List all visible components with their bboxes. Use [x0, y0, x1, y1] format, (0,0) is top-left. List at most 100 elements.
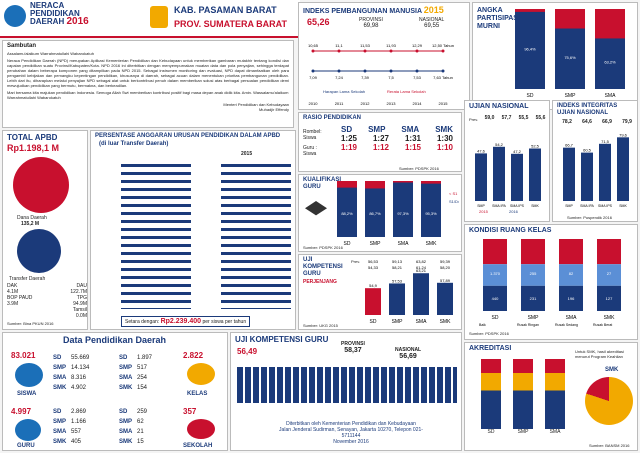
siswa-total: 83.021: [11, 351, 36, 360]
ukg-chart: 56,5354,3354,9SD59,1358,2157,53SMP63,826…: [365, 259, 453, 325]
siswa-row: SMK 4.902: [53, 383, 89, 393]
ipm-nas: NASIONAL 69,55: [419, 17, 445, 29]
iiun-bar: [599, 143, 611, 201]
sambutan-heading: Sambutan: [7, 43, 37, 49]
akreditasi-column: SMP: [511, 359, 535, 439]
ukg-kab-footer: Diterbitkan oleh Kementerian Pendidikan …: [279, 421, 423, 445]
ukg-kab-nas: NASIONAL 56,69: [395, 347, 422, 360]
ipm-legend-harapan: Harapan Lama Sekolah: [323, 89, 365, 94]
sekolah-row-label: SMA: [119, 429, 133, 435]
classroom-icon: [187, 363, 215, 385]
un-category: SMA IPS: [510, 204, 525, 208]
ukg-kab-bars: [237, 367, 457, 403]
rasio-rombel-value: 1:31: [404, 134, 421, 143]
iiun-value: 66,9: [602, 119, 612, 125]
kelas-row-label: SD: [119, 355, 128, 361]
guru-row-value: 1.166: [71, 419, 87, 425]
ipm-year-label: 2011: [335, 101, 344, 106]
akreditasi-heading: AKREDITASI: [469, 345, 512, 352]
rasio-col: SD: [340, 125, 353, 134]
kualifikasi-legend-1: < S1: [449, 191, 458, 196]
iiun-value: 78,2: [562, 119, 572, 125]
guru-label: GURU: [17, 443, 35, 449]
kondisi-baik-value: 440: [492, 296, 499, 301]
guru-row: SD 2.869: [53, 407, 86, 417]
sekolah-row-label: SMK: [119, 439, 133, 445]
kelas-row: SD 1.897: [119, 353, 152, 363]
apbd-source: Sumber: Bina PKUN 2016: [7, 321, 54, 326]
ipm-line-chart: 2010 10,65 7,09 2011 11,1 7,24 2012 11,53 7,39 20…: [308, 43, 454, 106]
un-values: 59,0 57,7 55,5 55,6: [481, 115, 549, 121]
un-bar: [493, 146, 505, 201]
kelas-row-value: 254: [137, 375, 148, 381]
sambutan-paragraph-1: Neraca Pendidikan Daerah (NPD) merupakan…: [7, 58, 289, 88]
kondisi-legend: Rusak Berat: [593, 323, 612, 327]
akreditasi-bars: SD SMP SMA: [475, 359, 571, 439]
ukg-prev-value-2: 58,20: [440, 265, 451, 270]
ipm-rata-label: 7,39: [361, 75, 370, 80]
smk-label: SMK: [605, 367, 619, 373]
ipm-legend-rata: Rerata Lama Sekolah: [387, 89, 426, 94]
kualifikasi-category: SD: [344, 241, 351, 247]
apm-category: SMA: [605, 93, 617, 99]
kualifikasi-source: Sumber: PDSPK 2016: [303, 245, 343, 250]
siswa-row: SMP 14.134: [53, 363, 89, 373]
kualifikasi-value: 95,3%: [425, 211, 437, 216]
kondisi-berat-bar: [559, 239, 583, 265]
kualifikasi-panel: KUALIFIKASI GURU 88,2% SD 86,7% SMP 97,3% SMA 9…: [298, 174, 462, 252]
kondisi-rr-bar: [521, 264, 545, 286]
apm-value: 63,2%: [604, 60, 616, 65]
iiun-bar: [563, 147, 575, 201]
ipm-harapan-label: 11,1: [335, 43, 343, 48]
ipm-rata-label: 7,24: [335, 75, 344, 80]
akreditasi-column: SMA: [543, 359, 567, 439]
akreditasi-panel: AKREDITASI Untuk SMK, hasil akreditasi m…: [464, 342, 638, 451]
siswa-row-label: SMA: [53, 375, 67, 381]
kondisi-baik-value: 231: [530, 296, 537, 301]
kondisi-baik-value: 196: [568, 296, 575, 301]
ukg-bar: [413, 273, 429, 315]
akreditasi-bar: [545, 359, 565, 429]
ukg-kab-value: 56,49: [237, 347, 258, 356]
siswa-breakdown: SD 55.669 SMP 14.134 SMA 8.316 SMK 4.902: [53, 353, 89, 393]
kualifikasi-chart: 88,2% SD 86,7% SMP 97,3% SMA 95,3% SMK < S1 S1/D4: [337, 181, 459, 247]
iiun-value: 79,9: [622, 119, 632, 125]
kualifikasi-category: SMA: [398, 241, 410, 247]
ipm-harapan-label: 10,65: [308, 43, 319, 48]
siswa-row-label: SD: [53, 355, 62, 361]
iiun-bar: [581, 152, 593, 201]
rasio-col: SMA: [401, 125, 420, 134]
rasio-rombel-value: 1:30: [436, 134, 453, 143]
ukg-prev-value: 63,82: [416, 259, 427, 264]
un-panel: UJIAN NASIONAL Prev. 59,0 57,7 55,5 55,6 47…: [464, 100, 550, 222]
sambutan-sign-2: Muhadjir Effendy: [259, 107, 289, 112]
kondisi-rr-value: 255: [530, 271, 537, 276]
rasio-guru-value: 1:12: [372, 143, 389, 152]
kualifikasi-bar: [393, 182, 413, 237]
akreditasi-category: SMA: [549, 429, 561, 435]
ukg-kab-panel: UJI KOMPETENSI GURU 56,49 PROVINSI 58,37 …: [230, 332, 462, 451]
iiun-bar-label: 66,7: [565, 143, 574, 148]
rasio-panel: RASIO PENDIDIKAN Rombel: Siswa Guru : Sisw…: [298, 112, 462, 172]
kondisi-legend: Baik: [479, 323, 486, 327]
kondisi-category: SMK: [604, 315, 616, 321]
ipm-harapan-label: 12,50 Tahun: [432, 43, 454, 48]
anggaran-setara: Setara dengan: Rp2.239.400 per siswa per…: [121, 316, 251, 327]
kelas-row: SMK 154: [119, 383, 152, 393]
sekolah-row: SMA 21: [119, 427, 147, 437]
ukg-bar: [365, 288, 381, 315]
iiun-category: SMK: [619, 204, 627, 208]
apm-value: 75,6%: [564, 55, 576, 60]
un-value: 59,0: [484, 115, 495, 121]
ukg-source: Sumber: UKG 2015: [303, 323, 338, 328]
anggaran-sub: (di luar Transfer Daerah): [99, 141, 169, 147]
ipm-year-label: 2015: [439, 101, 449, 106]
kondisi-rr-bar: [559, 264, 583, 286]
guru-row-label: SMK: [53, 439, 67, 445]
kondisi-heading: KONDISI RUANG KELAS: [469, 227, 552, 234]
dana-daerah-val: 135,2 M: [21, 221, 40, 227]
kondisi-panel: KONDISI RUANG KELAS 1.370 440 SD 255 231 SMP 8…: [464, 224, 638, 340]
ukg-prev-value: 59,39: [440, 259, 451, 264]
guru-row: SMK 405: [53, 437, 86, 447]
kondisi-chart: 1.370 440 SD 255 231 SMP 82 196 SMA 27 127 SMK Baik R…: [479, 239, 621, 327]
